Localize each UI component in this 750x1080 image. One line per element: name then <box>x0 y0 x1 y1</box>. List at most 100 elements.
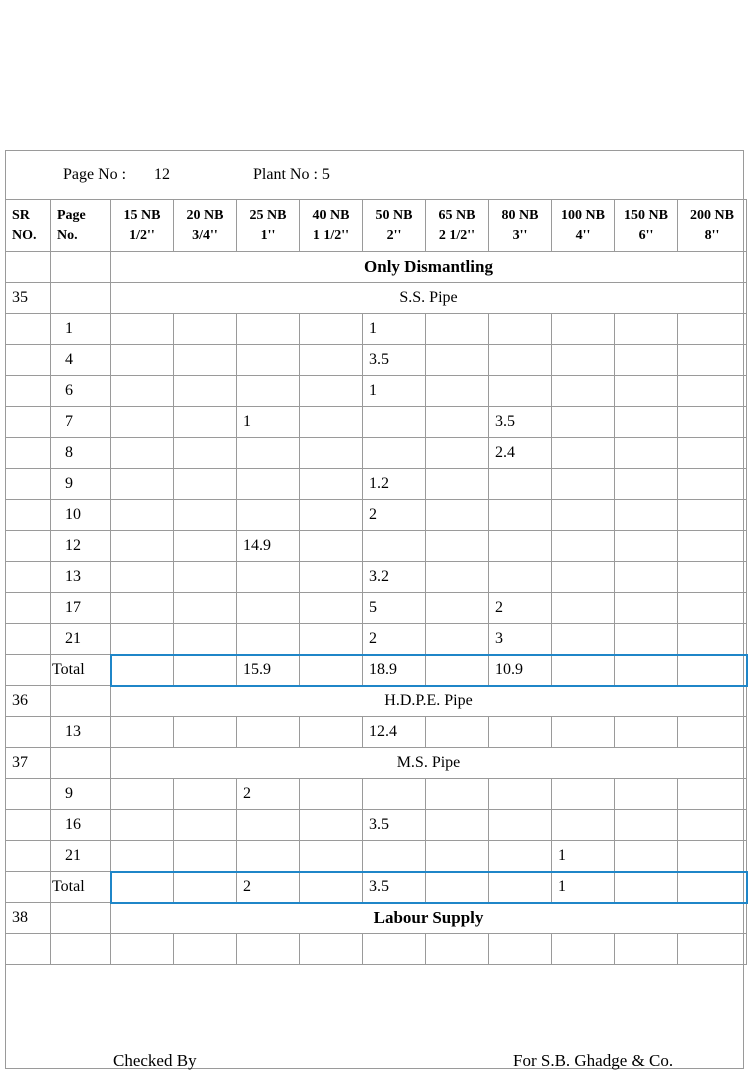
column-header: 20 NB 3/4'' <box>173 199 237 252</box>
total-cell: 2 <box>236 870 300 904</box>
page-no-cell: 1 <box>50 313 111 345</box>
table-row: 8 2.4 <box>5 437 747 469</box>
quantity-cell <box>614 468 678 500</box>
column-header-line1: 15 NB <box>123 207 161 223</box>
column-header: 200 NB 8'' <box>677 199 747 252</box>
column-header-line1: 150 NB <box>624 207 668 223</box>
quantity-cell <box>488 375 552 407</box>
quantity-cell <box>299 623 363 655</box>
quantity-cell <box>110 437 174 469</box>
table-row: 13 12.4 <box>5 716 747 748</box>
quantity-cell <box>677 840 747 872</box>
column-header-line1: 25 NB <box>249 207 287 223</box>
section-title: H.D.P.E. Pipe <box>110 685 747 717</box>
sr-no-cell <box>5 313 51 345</box>
total-cell: 15.9 <box>236 653 300 687</box>
quantity-cell <box>173 406 237 438</box>
quantity-cell <box>551 561 615 593</box>
page-no-cell: 12 <box>50 530 111 562</box>
quantity-cell <box>677 406 747 438</box>
quantity-cell <box>173 437 237 469</box>
column-header: 15 NB 1/2'' <box>110 199 174 252</box>
quantity-cell <box>551 375 615 407</box>
column-header-line1: 40 NB <box>312 207 350 223</box>
quantity-cell <box>173 778 237 810</box>
sr-no-cell <box>5 251 51 283</box>
quantity-cell <box>677 437 747 469</box>
quantity-cell <box>614 933 678 965</box>
total-cell <box>173 653 237 687</box>
quantity-cell <box>551 530 615 562</box>
quantity-cell: 3.5 <box>362 809 426 841</box>
page-no-cell <box>50 685 111 717</box>
sr-no-cell <box>5 871 51 903</box>
quantity-cell <box>236 623 300 655</box>
quantity-cell <box>551 592 615 624</box>
page-no-cell: 8 <box>50 437 111 469</box>
quantity-cell <box>236 468 300 500</box>
page-no-label: Page No : <box>63 166 127 183</box>
quantity-cell <box>299 809 363 841</box>
quantity-cell <box>551 499 615 531</box>
quantity-cell <box>110 592 174 624</box>
quantity-cell: 1 <box>551 840 615 872</box>
quantity-cell <box>551 623 615 655</box>
total-cell: 3.5 <box>362 870 426 904</box>
quantity-cell <box>677 499 747 531</box>
quantity-cell <box>677 561 747 593</box>
column-header: SR NO. <box>5 199 51 252</box>
section-row: 36 H.D.P.E. Pipe <box>5 685 747 717</box>
total-cell <box>551 653 615 687</box>
quantity-cell <box>236 592 300 624</box>
sr-no-cell <box>5 933 51 965</box>
column-header-line1: 65 NB <box>438 207 476 223</box>
quantity-cell <box>425 406 489 438</box>
quantity-cell <box>677 592 747 624</box>
quantity-cell <box>488 809 552 841</box>
quantity-cell <box>362 530 426 562</box>
sr-no-cell <box>5 344 51 376</box>
page-no-cell <box>50 902 111 934</box>
column-header: 80 NB 3'' <box>488 199 552 252</box>
column-header-line1: 20 NB <box>186 207 224 223</box>
quantity-cell <box>677 778 747 810</box>
quantity-cell <box>299 313 363 345</box>
page-no-value: 12 <box>154 166 170 183</box>
total-cell <box>614 653 678 687</box>
quantity-cell <box>614 716 678 748</box>
page-no-cell <box>50 282 111 314</box>
quantity-cell <box>299 840 363 872</box>
quantity-cell <box>236 716 300 748</box>
quantity-cell <box>614 561 678 593</box>
quantity-cell <box>614 778 678 810</box>
quantity-cell <box>173 530 237 562</box>
quantity-cell <box>425 716 489 748</box>
quantity-cell <box>236 561 300 593</box>
quantity-cell <box>425 530 489 562</box>
column-header-line2: 3'' <box>512 227 528 243</box>
quantity-cell <box>551 809 615 841</box>
column-header-line1: 80 NB <box>501 207 539 223</box>
quantity-cell <box>614 344 678 376</box>
quantity-cell <box>299 437 363 469</box>
quantity-cell <box>677 468 747 500</box>
quantity-cell: 5 <box>362 592 426 624</box>
quantity-cell: 3.5 <box>488 406 552 438</box>
quantity-cell <box>299 592 363 624</box>
quantity-cell <box>110 623 174 655</box>
quantity-cell <box>173 592 237 624</box>
quantity-cell: 1 <box>362 375 426 407</box>
quantity-cell <box>110 809 174 841</box>
quantity-cell <box>299 561 363 593</box>
sr-no-cell <box>5 437 51 469</box>
quantity-cell: 2 <box>236 778 300 810</box>
total-label: Total <box>50 871 111 903</box>
column-header-line2: 6'' <box>638 227 654 243</box>
column-header-line2: 8'' <box>704 227 720 243</box>
quantity-cell <box>488 344 552 376</box>
quantity-cell <box>425 375 489 407</box>
quantity-cell <box>614 375 678 407</box>
quantity-cell <box>110 406 174 438</box>
table-row: 12 14.9 <box>5 530 747 562</box>
quantity-cell <box>488 499 552 531</box>
